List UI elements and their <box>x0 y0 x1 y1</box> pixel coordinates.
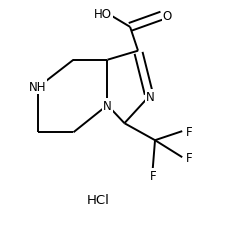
Text: F: F <box>149 169 156 182</box>
Text: HCl: HCl <box>87 193 110 206</box>
Text: N: N <box>146 90 155 103</box>
Text: O: O <box>163 10 172 23</box>
Text: HO: HO <box>94 8 112 21</box>
Text: F: F <box>186 151 192 164</box>
Text: N: N <box>103 99 112 112</box>
Text: NH: NH <box>28 81 46 94</box>
Text: F: F <box>186 125 192 138</box>
